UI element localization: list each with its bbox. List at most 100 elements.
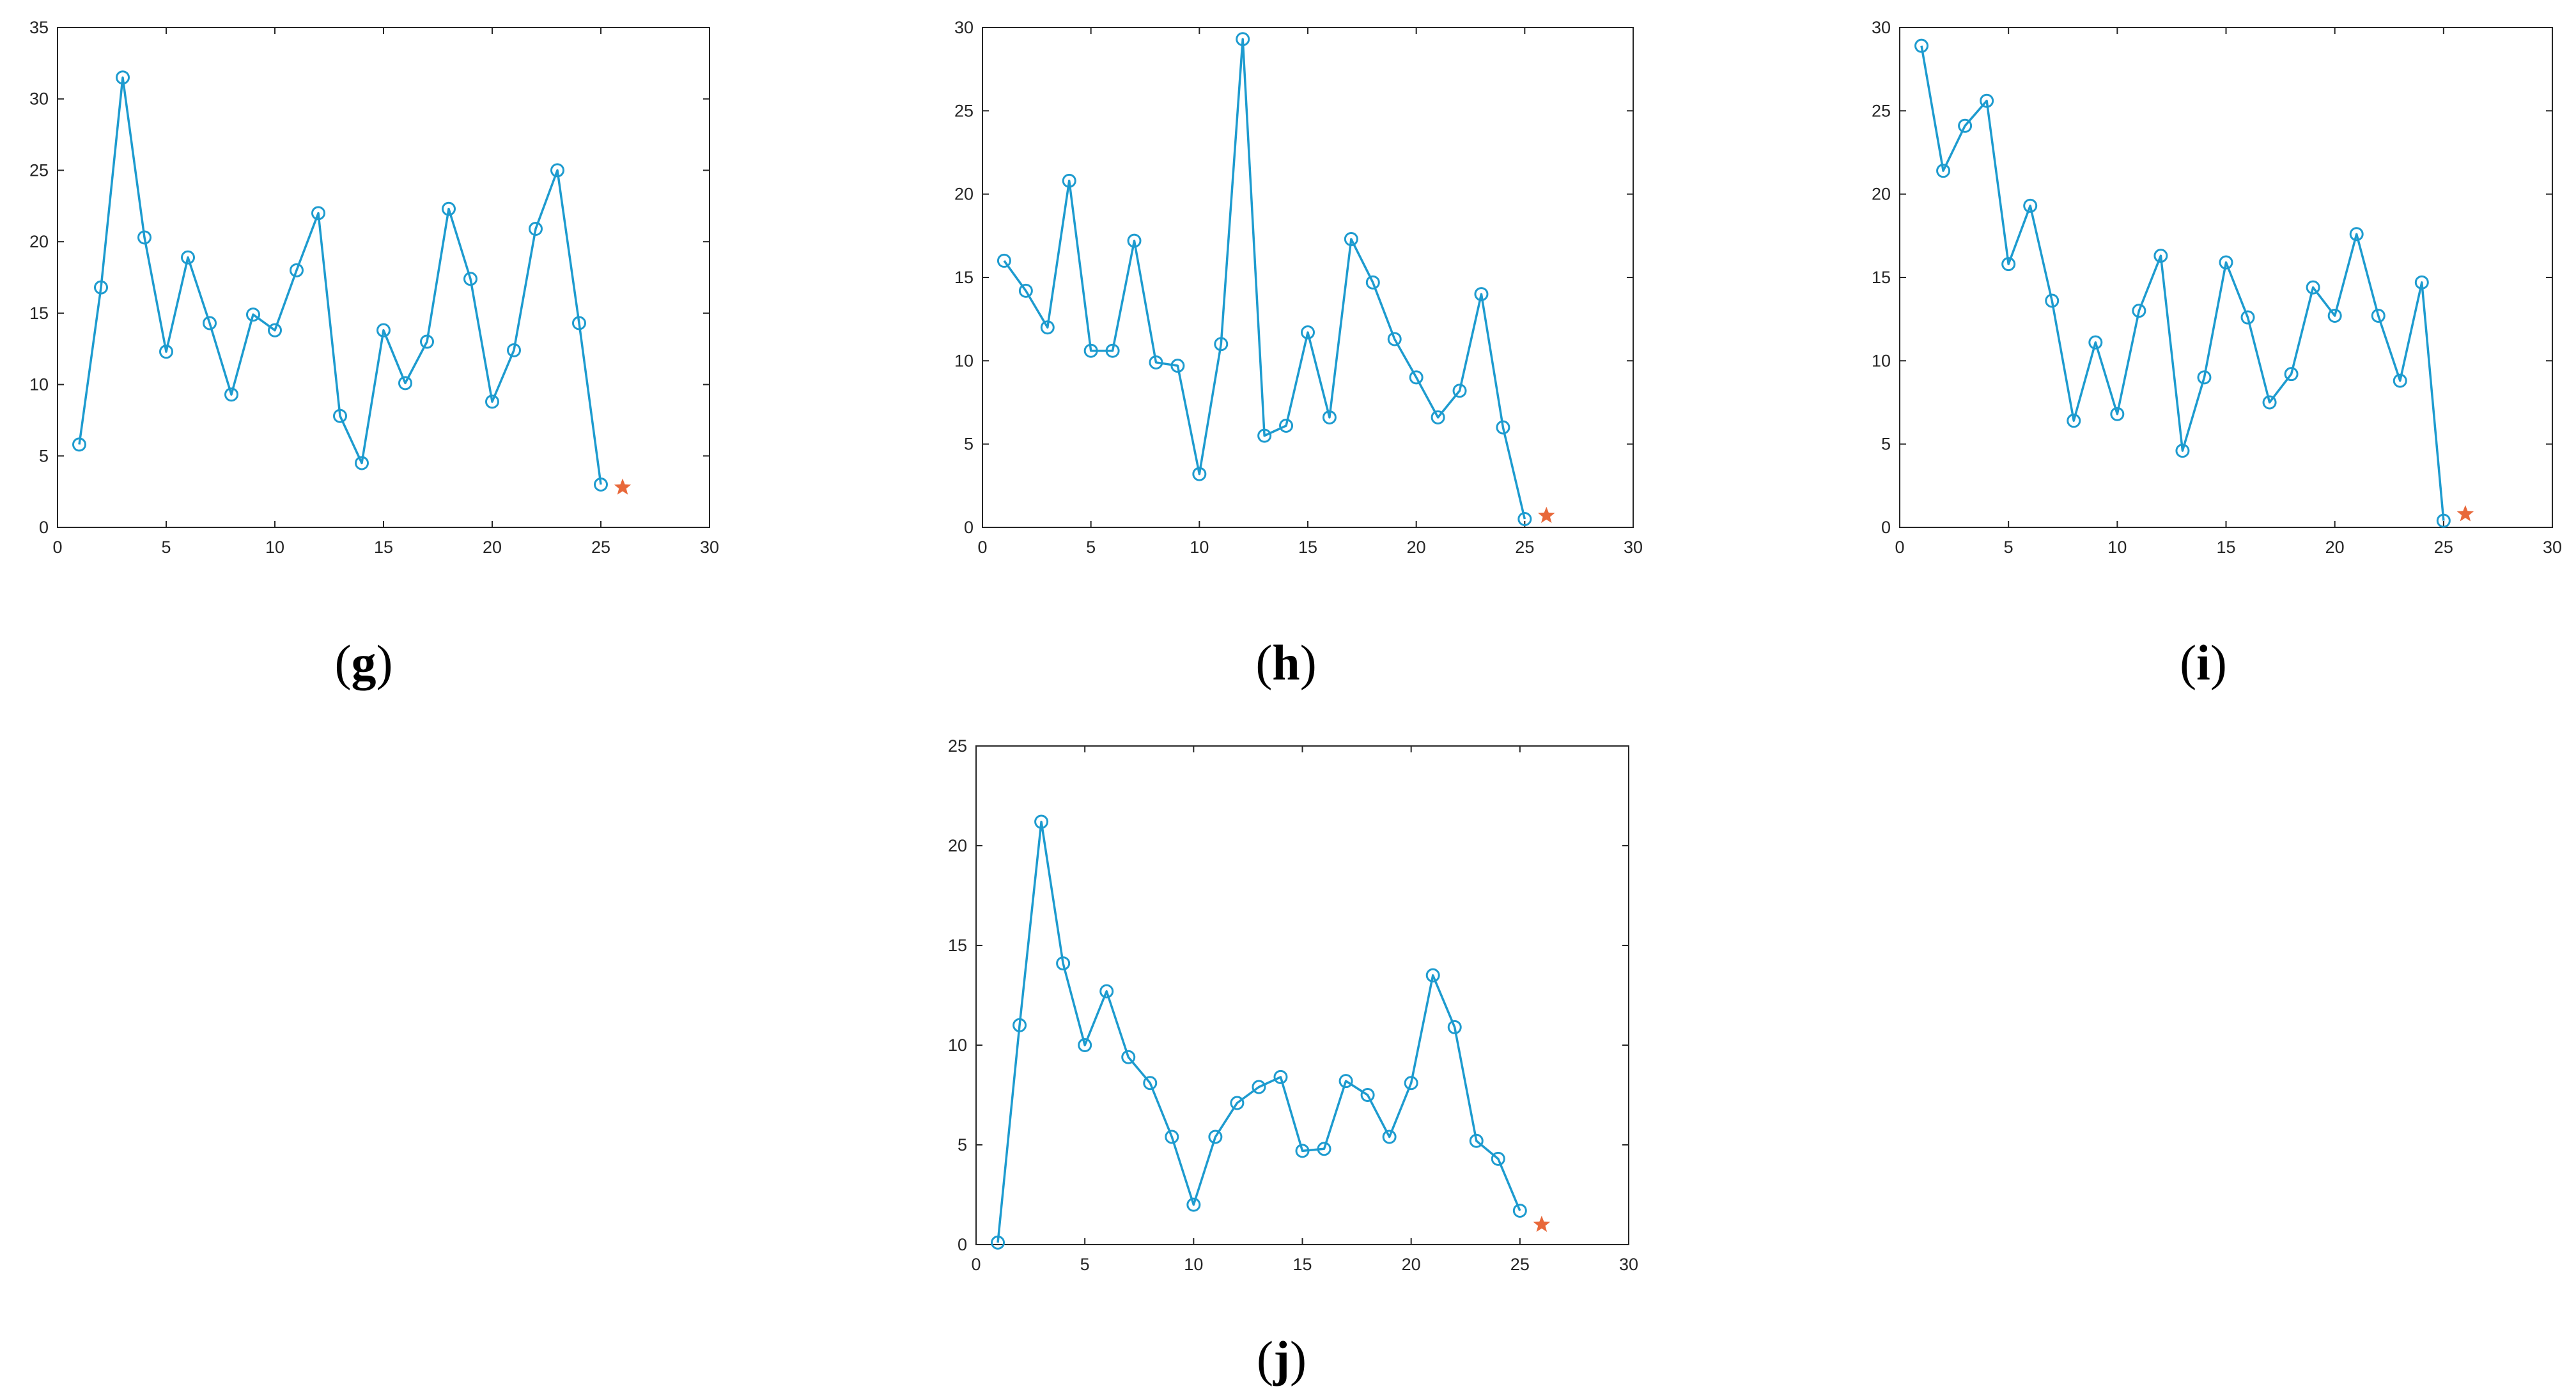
data-point — [1447, 1020, 1462, 1034]
y-tick-label: 35 — [29, 18, 49, 37]
data-point — [398, 376, 412, 391]
data-point — [1344, 232, 1358, 247]
data-point — [463, 272, 477, 286]
data-point — [376, 323, 391, 338]
data-point — [355, 456, 369, 470]
x-tick-label: 20 — [1407, 538, 1426, 557]
x-tick-label: 0 — [971, 1255, 981, 1274]
data-point — [2175, 444, 2190, 458]
x-tick-label: 0 — [977, 538, 987, 557]
data-point — [1083, 343, 1098, 358]
data-point — [2045, 293, 2060, 308]
data-point — [485, 394, 499, 409]
data-point — [203, 316, 217, 330]
y-tick-label: 25 — [948, 736, 967, 756]
x-tick-label: 5 — [161, 538, 171, 557]
y-tick-label: 10 — [1872, 351, 1891, 370]
data-point — [1512, 1203, 1527, 1218]
axes-box — [1899, 27, 2553, 528]
x-tick-label: 0 — [1895, 538, 1904, 557]
data-point — [2132, 304, 2146, 318]
data-point — [2219, 255, 2233, 270]
data-point — [1301, 325, 1315, 340]
data-point — [1409, 370, 1424, 385]
data-point — [1404, 1076, 1418, 1091]
panel-g: 0 5 10 15 20 25 30 0 5 10 15 20 25 30 35 — [29, 18, 719, 557]
y-tick-label: 10 — [29, 375, 49, 394]
data-point — [1105, 343, 1120, 358]
data-point — [2371, 308, 2386, 323]
data-point — [2023, 198, 2038, 213]
data-point — [1517, 511, 1532, 526]
data-point — [1078, 1038, 1092, 1052]
x-tick-label: 25 — [591, 538, 610, 557]
y-tick-label: 30 — [954, 18, 974, 37]
data-point — [1040, 320, 1055, 335]
data-point — [1317, 1142, 1331, 1156]
data-point — [1469, 1133, 1484, 1148]
series-line — [997, 820, 1521, 1243]
data-point — [1192, 467, 1207, 481]
data-point — [1127, 233, 1142, 248]
series-line — [1003, 38, 1526, 520]
data-point — [420, 334, 434, 349]
data-point — [2001, 257, 2016, 272]
data-point — [1257, 428, 1272, 443]
data-point — [2436, 513, 2451, 528]
data-point — [159, 345, 173, 359]
data-point — [1186, 1197, 1201, 1212]
x-tick-label: 30 — [2543, 538, 2562, 557]
y-tick-label: 5 — [958, 1135, 967, 1154]
x-tick-label: 5 — [2004, 538, 2013, 557]
data-point — [1273, 1069, 1288, 1084]
data-point — [442, 201, 456, 216]
data-point — [1474, 287, 1489, 302]
star-marker — [1533, 1215, 1551, 1232]
star-marker — [1537, 506, 1555, 524]
data-point — [1214, 337, 1229, 352]
data-point — [137, 230, 151, 245]
panel-label-h: (h) — [1255, 635, 1316, 690]
data-point — [1958, 118, 1973, 133]
x-tick-label: 30 — [700, 538, 719, 557]
data-point — [2262, 395, 2277, 410]
data-point — [2306, 280, 2320, 295]
x-tick-label: 15 — [1298, 538, 1317, 557]
data-point — [1382, 1130, 1397, 1144]
x-tick-label: 30 — [1619, 1255, 1638, 1274]
x-tick-label: 10 — [2107, 538, 2127, 557]
panel-i: 0 5 10 15 20 25 30 0 5 10 15 20 25 30 — [1872, 18, 2562, 557]
data-point — [246, 307, 260, 322]
data-point — [2153, 249, 2168, 263]
panel-label-j: (j) — [1257, 1331, 1307, 1386]
x-tick-label: 30 — [1624, 538, 1643, 557]
panel-label-g: (g) — [335, 635, 393, 690]
y-tick-label: 0 — [964, 518, 974, 537]
data-point — [1425, 968, 1440, 982]
data-point — [1252, 1080, 1266, 1094]
axes-box — [57, 27, 710, 528]
x-tick-label: 10 — [265, 538, 284, 557]
y-tick-label: 0 — [39, 518, 49, 537]
data-point — [2349, 227, 2364, 242]
x-tick-label: 20 — [483, 538, 502, 557]
data-point — [116, 70, 130, 85]
data-point — [2110, 407, 2125, 421]
data-point — [2327, 308, 2342, 323]
y-tick-label: 5 — [1881, 435, 1891, 454]
data-point — [1980, 93, 1994, 108]
data-point — [572, 316, 586, 330]
y-tick-label: 25 — [1872, 101, 1891, 120]
x-tick-label: 15 — [2216, 538, 2235, 557]
data-point — [1230, 1096, 1245, 1110]
data-point — [1034, 814, 1049, 829]
data-point — [1062, 173, 1076, 188]
y-tick-label: 5 — [39, 446, 49, 465]
data-point — [2240, 310, 2255, 325]
data-point — [1295, 1144, 1310, 1158]
data-point — [1018, 283, 1033, 298]
series-line — [78, 76, 602, 485]
y-tick-label: 0 — [958, 1235, 967, 1254]
x-tick-label: 25 — [1510, 1255, 1530, 1274]
